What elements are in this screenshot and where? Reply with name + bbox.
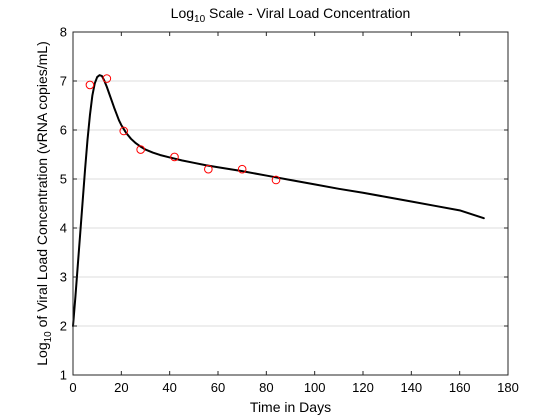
x-tick-label: 40 bbox=[162, 380, 176, 395]
y-axis-label: Log10 of Viral Load Concentration (vRNA … bbox=[34, 41, 54, 365]
x-tick-label: 80 bbox=[259, 380, 273, 395]
chart-title-prefix: Log bbox=[171, 5, 194, 21]
data-point bbox=[102, 74, 112, 83]
y-axis-label-subscript: 10 bbox=[43, 331, 54, 343]
chart-title: Log10 Scale - Viral Load Concentration bbox=[171, 5, 411, 25]
data-point bbox=[119, 126, 129, 136]
x-tick-label: 0 bbox=[69, 380, 76, 395]
data-point bbox=[85, 80, 95, 90]
y-axis-label-prefix: Log bbox=[34, 342, 50, 365]
y-tick-label: 1 bbox=[60, 368, 67, 383]
y-tick-label: 6 bbox=[60, 123, 67, 138]
data-point bbox=[204, 164, 213, 174]
data-point bbox=[136, 145, 145, 154]
y-tick-label: 5 bbox=[60, 172, 67, 187]
x-tick-label: 20 bbox=[114, 380, 128, 395]
y-tick-label: 2 bbox=[60, 319, 67, 334]
plot-area bbox=[73, 32, 508, 375]
data-point bbox=[170, 152, 179, 162]
chart-title-subscript: 10 bbox=[194, 14, 206, 25]
x-tick-label: 60 bbox=[211, 380, 225, 395]
x-tick-label: 120 bbox=[352, 380, 374, 395]
y-tick-label: 7 bbox=[60, 74, 67, 89]
y-tick-label: 3 bbox=[60, 270, 67, 285]
data-layer bbox=[72, 74, 485, 327]
x-tick-label: 180 bbox=[497, 380, 519, 395]
y-tick-label: 8 bbox=[60, 25, 67, 40]
x-axis-label: Time in Days bbox=[250, 399, 331, 415]
data-point bbox=[271, 175, 281, 185]
model-curve-line bbox=[72, 74, 485, 327]
y-tick-label: 4 bbox=[60, 221, 67, 236]
data-point bbox=[237, 164, 247, 174]
x-tick-label: 160 bbox=[449, 380, 471, 395]
axes-frame bbox=[72, 31, 509, 376]
x-tick-label: 140 bbox=[400, 380, 422, 395]
tick-marks bbox=[72, 31, 509, 376]
x-tick-label: 100 bbox=[304, 380, 326, 395]
chart-title-rest: Scale - Viral Load Concentration bbox=[205, 5, 410, 21]
y-axis-label-rest: of Viral Load Concentration (vRNA copies… bbox=[34, 41, 50, 331]
